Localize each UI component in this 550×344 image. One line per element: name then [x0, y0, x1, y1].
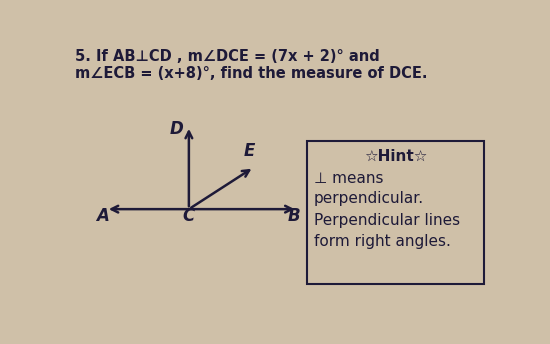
Text: A: A — [96, 207, 109, 225]
Text: ⊥ means: ⊥ means — [314, 171, 383, 186]
Text: m∠ECB = (x+8)°, find the measure of DCE.: m∠ECB = (x+8)°, find the measure of DCE. — [75, 66, 427, 81]
Text: D: D — [169, 120, 183, 138]
Bar — [307, 141, 484, 284]
Text: C: C — [183, 207, 195, 225]
Text: 5. If AB⊥CD , m∠DCE = (7x + 2)° and: 5. If AB⊥CD , m∠DCE = (7x + 2)° and — [75, 49, 380, 64]
Text: E: E — [244, 142, 255, 160]
Text: Perpendicular lines: Perpendicular lines — [314, 213, 460, 228]
Text: ☆Hint☆: ☆Hint☆ — [364, 149, 427, 164]
Text: form right angles.: form right angles. — [314, 234, 450, 249]
Text: perpendicular.: perpendicular. — [314, 191, 424, 206]
Text: B: B — [288, 207, 301, 225]
